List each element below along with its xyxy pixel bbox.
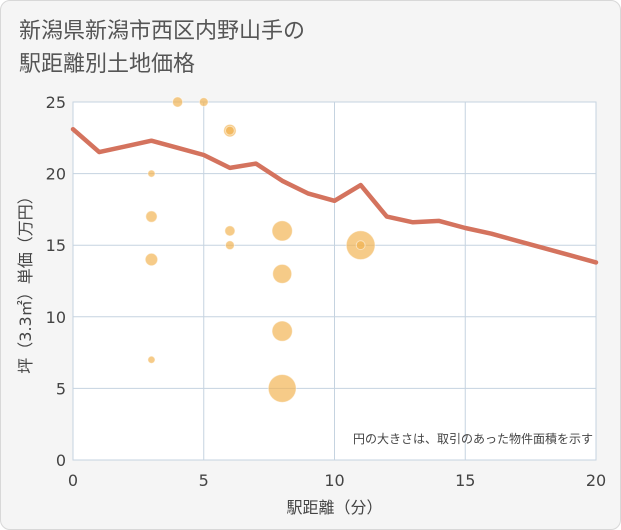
- x-tick-label: 15: [455, 471, 475, 490]
- price-trend-line: [70, 126, 599, 265]
- y-axis-label: 坪（3.3㎡）単価（万円）: [16, 188, 35, 373]
- bubbles-layer: [144, 96, 376, 403]
- y-tick-label: 15: [46, 236, 66, 255]
- x-tick-label: 20: [586, 471, 606, 490]
- x-axis-label: 駅距離（分）: [286, 498, 382, 517]
- bubble: [147, 355, 156, 364]
- bubble: [198, 97, 209, 107]
- y-tick-label: 5: [56, 379, 66, 398]
- chart-title: 新潟県新潟市西区内野山手の 駅距離別土地価格: [19, 15, 305, 81]
- y-tick-label: 10: [46, 308, 66, 327]
- bubble: [224, 125, 235, 136]
- y-tick-label: 0: [56, 451, 66, 470]
- x-tick-label: 5: [199, 471, 209, 490]
- x-tick-label: 0: [68, 471, 78, 490]
- tick-labels: 0 5 10 15 20 0 5 10 15 20 25: [46, 93, 607, 490]
- bubble: [224, 240, 235, 251]
- bubble: [172, 96, 184, 108]
- bubble: [271, 320, 293, 342]
- bubble: [144, 252, 159, 267]
- bubble: [272, 263, 293, 284]
- bubble: [271, 220, 293, 242]
- grid-lines: [72, 101, 597, 461]
- bubble: [267, 373, 297, 403]
- bubble: [355, 240, 366, 251]
- bubble: [147, 169, 156, 178]
- bubble: [224, 225, 236, 237]
- y-tick-label: 20: [46, 165, 66, 184]
- bubble: [145, 210, 158, 223]
- x-tick-label: 10: [324, 471, 344, 490]
- chart-title-line-1: 新潟県新潟市西区内野山手の: [19, 19, 306, 44]
- y-tick-label: 25: [46, 93, 66, 112]
- size-note: 円の大きさは、取引のあった物件面積を示す: [353, 431, 593, 446]
- chart-title-line-2: 駅距離別土地価格: [19, 52, 196, 77]
